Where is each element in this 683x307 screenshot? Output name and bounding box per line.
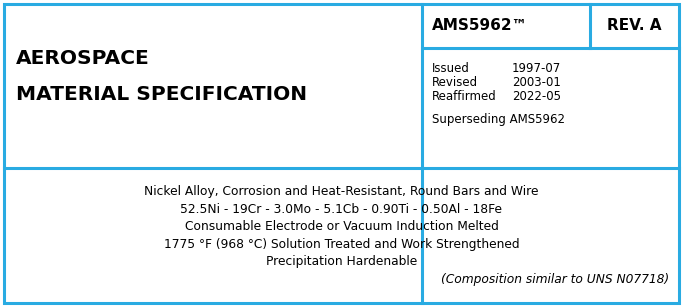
Text: AMS5962™: AMS5962™	[432, 18, 528, 33]
Text: 1997-07: 1997-07	[512, 61, 561, 75]
Text: 52.5Ni - 19Cr - 3.0Mo - 5.1Cb - 0.90Ti - 0.50Al - 18Fe: 52.5Ni - 19Cr - 3.0Mo - 5.1Cb - 0.90Ti -…	[180, 203, 503, 216]
Text: AEROSPACE: AEROSPACE	[16, 49, 150, 68]
Text: Superseding AMS5962: Superseding AMS5962	[432, 114, 565, 126]
Text: (Composition similar to UNS N07718): (Composition similar to UNS N07718)	[441, 273, 669, 286]
Text: Reaffirmed: Reaffirmed	[432, 90, 497, 103]
Text: Consumable Electrode or Vacuum Induction Melted: Consumable Electrode or Vacuum Induction…	[184, 220, 499, 233]
Text: 1775 °F (968 °C) Solution Treated and Work Strengthened: 1775 °F (968 °C) Solution Treated and Wo…	[164, 238, 519, 251]
Text: Nickel Alloy, Corrosion and Heat-Resistant, Round Bars and Wire: Nickel Alloy, Corrosion and Heat-Resista…	[144, 185, 539, 198]
Text: 2003-01: 2003-01	[512, 76, 561, 88]
Text: REV. A: REV. A	[607, 18, 662, 33]
Text: Precipitation Hardenable: Precipitation Hardenable	[266, 255, 417, 268]
Text: MATERIAL SPECIFICATION: MATERIAL SPECIFICATION	[16, 86, 307, 104]
Text: Issued: Issued	[432, 61, 470, 75]
Text: 2022-05: 2022-05	[512, 90, 561, 103]
Text: Revised: Revised	[432, 76, 478, 88]
